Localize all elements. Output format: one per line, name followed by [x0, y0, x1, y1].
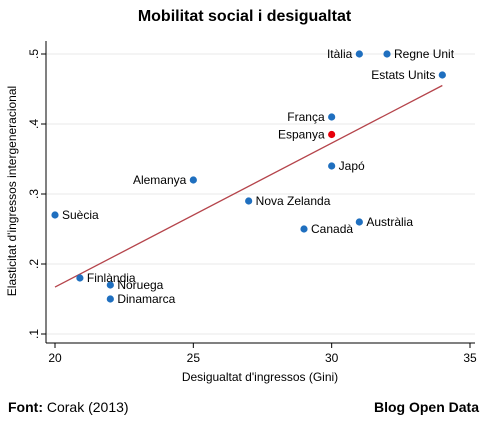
data-points — [51, 50, 446, 303]
x-tick-label: 20 — [48, 351, 62, 365]
fit-line-group — [54, 84, 443, 288]
data-label: Espanya — [278, 128, 325, 142]
data-point — [245, 197, 253, 205]
data-label: Nova Zelanda — [256, 194, 331, 208]
source-label: Font: — [8, 399, 43, 415]
source-text: Corak (2013) — [46, 399, 129, 415]
x-tick-label: 35 — [463, 351, 477, 365]
data-label: Alemanya — [133, 173, 187, 187]
data-point — [355, 218, 363, 226]
data-point — [328, 130, 336, 139]
data-labels: Itàlia Regne Unit Estats Units França Espany… — [62, 47, 455, 306]
x-tick-label: 25 — [187, 351, 201, 365]
data-point — [189, 176, 197, 184]
y-tick-label: .1 — [27, 329, 41, 339]
data-point — [51, 211, 59, 219]
data-label: Suècia — [62, 208, 99, 222]
data-label: Estats Units — [371, 68, 435, 82]
x-tick-label: 30 — [325, 351, 339, 365]
data-point — [383, 50, 391, 58]
data-label: Noruega — [117, 278, 163, 292]
data-label: Japó — [339, 159, 365, 173]
data-point — [438, 71, 446, 79]
data-point — [106, 295, 114, 303]
y-tick-label: .2 — [27, 259, 41, 269]
data-point — [106, 281, 114, 289]
y-tick-label: .4 — [27, 119, 41, 129]
data-point — [328, 162, 336, 170]
brand-label: Blog Open Data — [373, 399, 479, 415]
data-label: Itàlia — [327, 47, 353, 61]
data-label: Dinamarca — [117, 292, 175, 306]
data-label: Austràlia — [366, 215, 413, 229]
x-axis-label: Desigualtat d'ingressos (Gini) — [182, 370, 338, 384]
data-point — [76, 274, 84, 282]
y-axis-label: Elasticitat d'ingressos intergeneraciona… — [5, 86, 19, 296]
data-label: França — [287, 110, 325, 124]
fit-line — [54, 84, 443, 288]
data-label: Canadà — [311, 222, 353, 236]
data-point — [300, 225, 308, 233]
grid-lines — [46, 53, 475, 335]
axes: .1 .2 .3 .4 .5 20 25 30 35 — [27, 41, 477, 365]
source-note: Font: Corak (2013) — [8, 399, 129, 415]
data-label: Finlàndia — [87, 271, 136, 285]
y-tick-label: .5 — [27, 49, 41, 59]
data-point — [328, 113, 336, 121]
chart-title: Mobilitat social i desigualtat — [137, 8, 352, 25]
data-label: Regne Unit — [394, 47, 455, 61]
y-tick-label: .3 — [27, 189, 41, 199]
data-point — [355, 50, 363, 58]
